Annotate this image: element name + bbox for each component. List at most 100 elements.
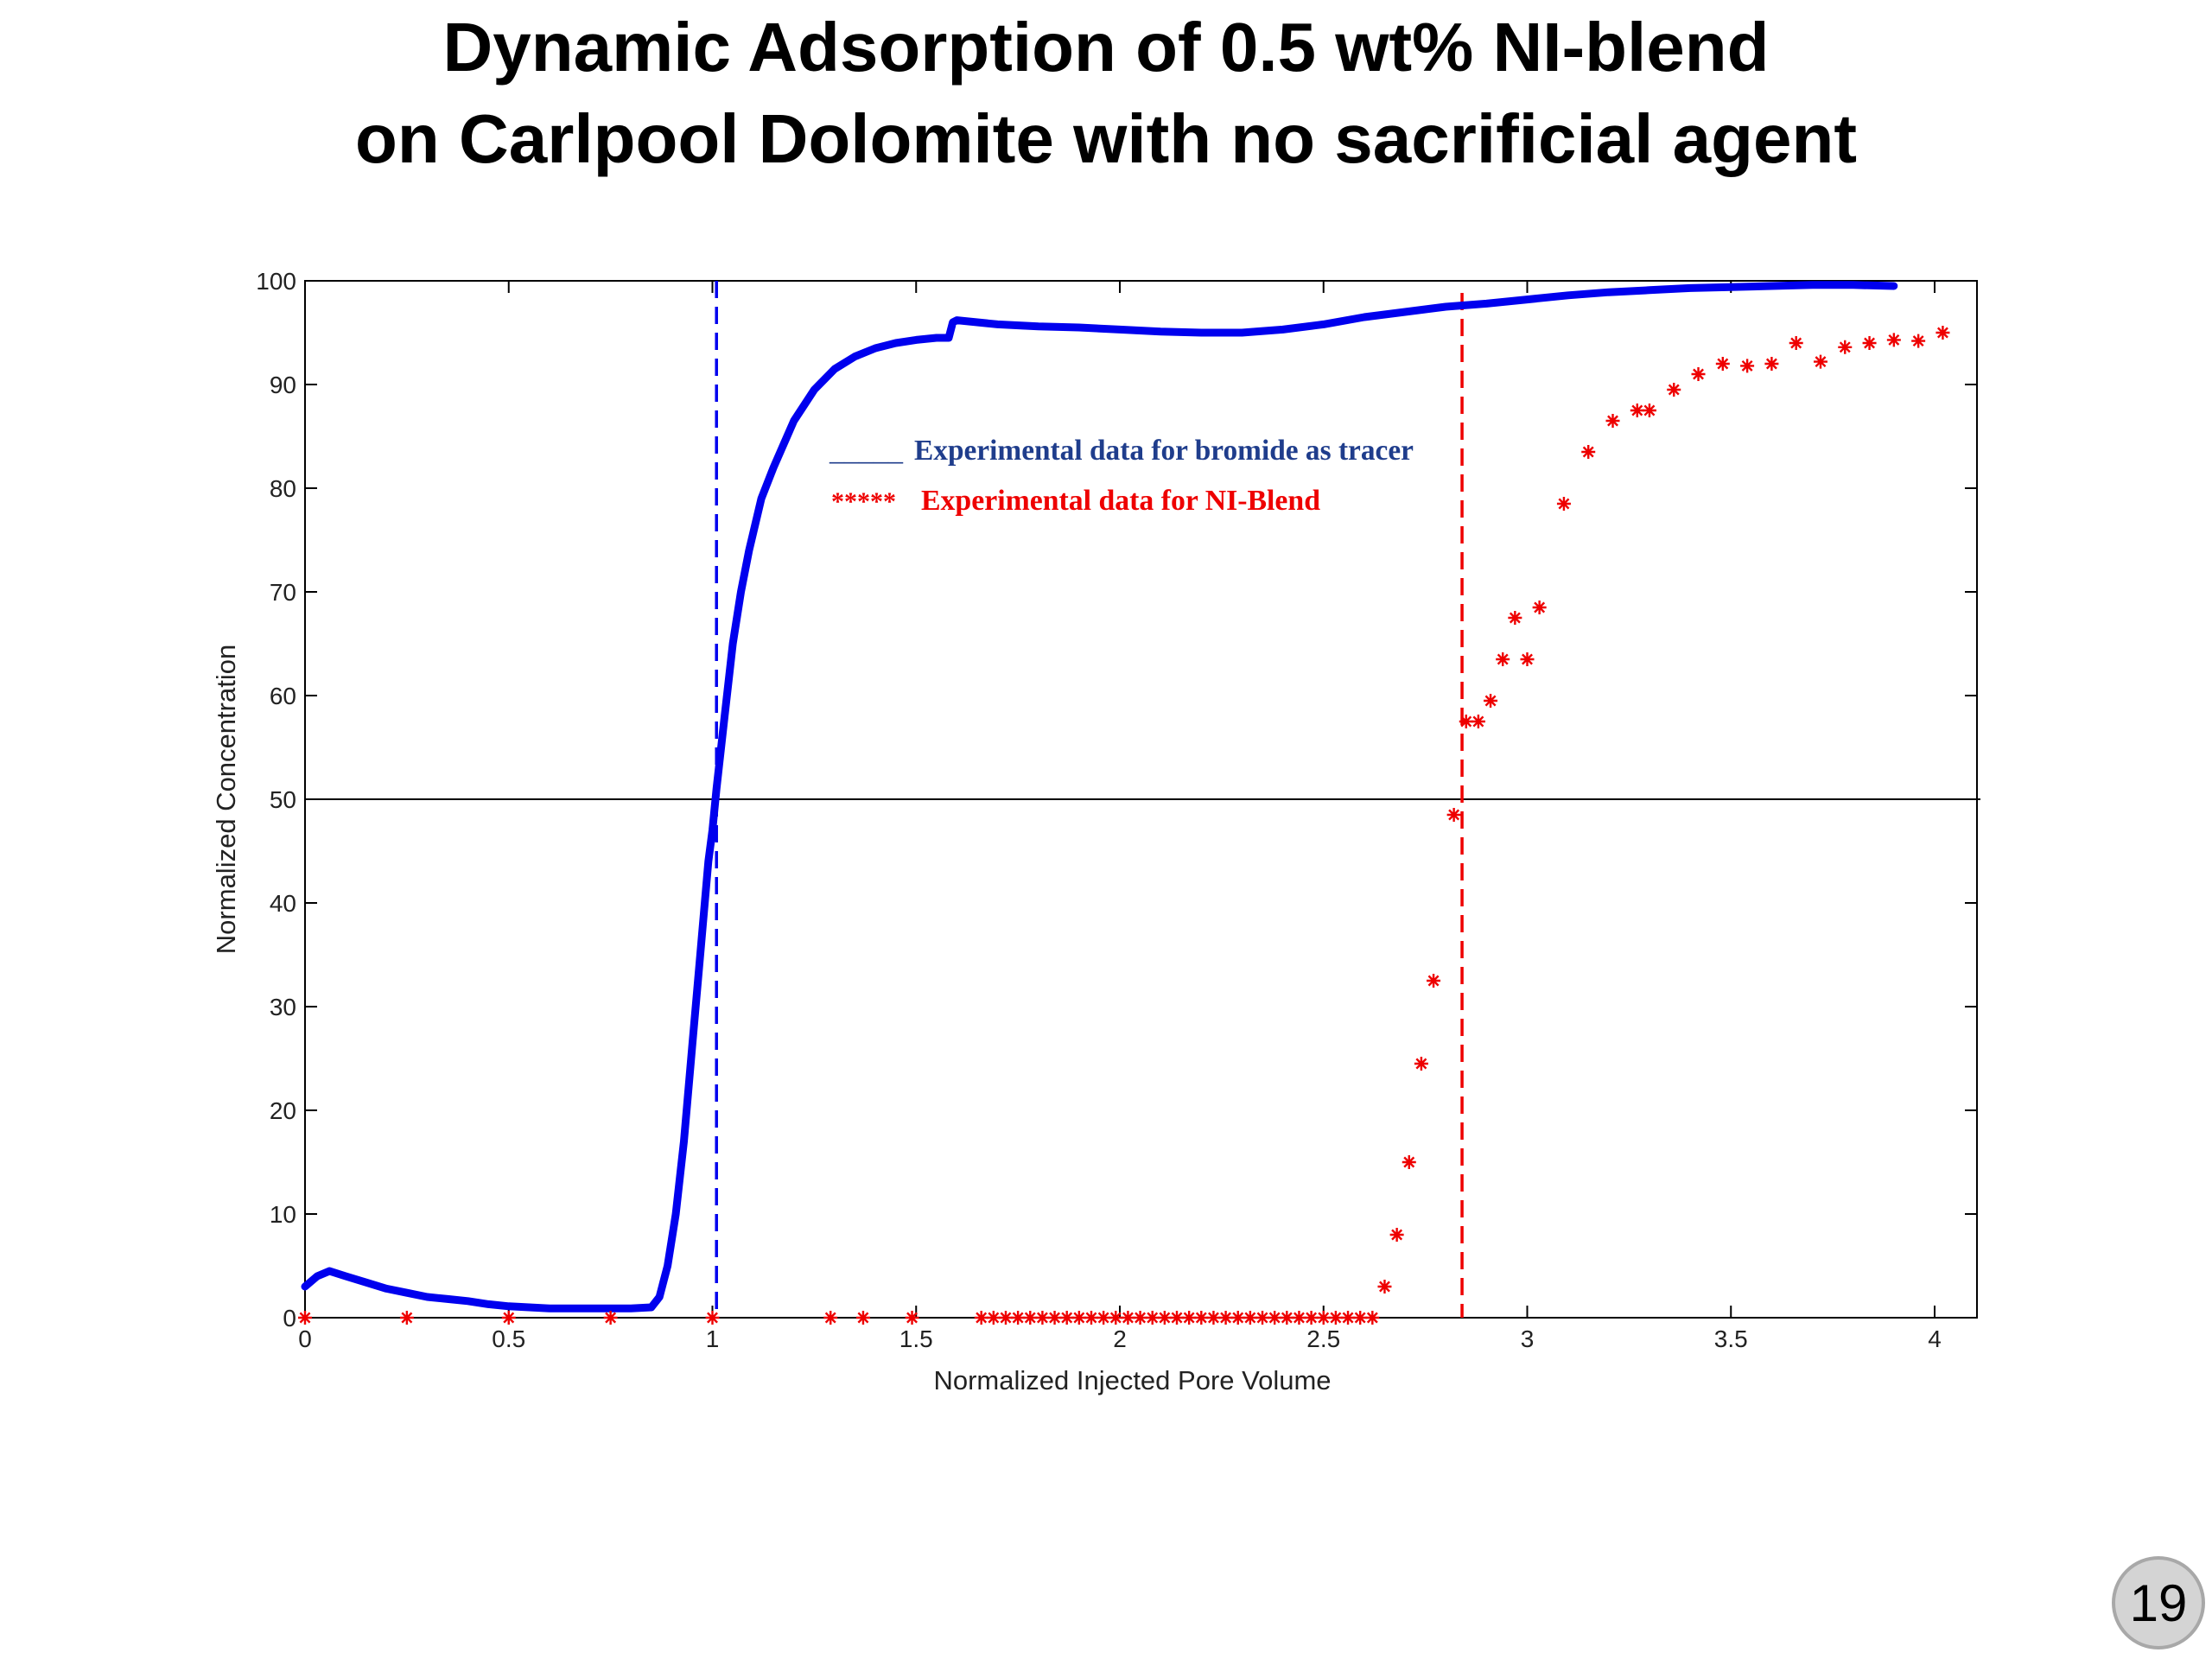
ni-blend-data-point — [1715, 357, 1730, 371]
bromide-data-point — [629, 1306, 632, 1310]
bromide-data-point — [760, 497, 763, 500]
ni-blend-data-point — [986, 1311, 1001, 1325]
ni-blend-data-point — [1071, 1311, 1086, 1325]
legend-bromide-text: Experimental data for bromide as tracer — [914, 435, 1414, 467]
y-tick-label: 100 — [256, 268, 296, 295]
ni-blend-data-point — [501, 1311, 516, 1325]
bromide-data-point — [344, 1274, 347, 1278]
bromide-data-point — [1240, 331, 1243, 334]
bromide-data-point — [1729, 285, 1732, 289]
bromide-data-point — [955, 319, 958, 322]
ni-blend-data-point — [1556, 497, 1571, 511]
bromide-data-point — [609, 1306, 613, 1310]
x-tick-label: 3.5 — [1714, 1325, 1748, 1352]
ni-blend-data-point — [823, 1311, 838, 1325]
ni-blend-data-point — [1292, 1311, 1306, 1325]
bromide-data-point — [951, 321, 955, 324]
ni-blend-data-point — [1414, 1057, 1428, 1071]
ni-blend-data-point — [974, 1311, 988, 1325]
ni-blend-data-point — [1243, 1311, 1257, 1325]
y-axis-label: Normalized Concentration — [211, 645, 241, 954]
x-tick-label: 1.5 — [899, 1325, 933, 1352]
ni-blend-data-point — [1838, 340, 1853, 354]
bromide-data-point — [1159, 330, 1162, 334]
y-tick-label: 60 — [270, 683, 296, 709]
bromide-data-point — [365, 1281, 368, 1284]
bromide-data-point — [690, 1046, 694, 1050]
x-tick-label: 2.5 — [1306, 1325, 1340, 1352]
bromide-data-point — [740, 590, 743, 594]
bromide-data-point — [1403, 310, 1407, 314]
bromide-data-point — [486, 1302, 490, 1306]
ni-blend-data-point — [1218, 1311, 1233, 1325]
bromide-data-point — [385, 1287, 388, 1290]
ni-blend-data-point — [1145, 1311, 1160, 1325]
bromide-data-point — [1444, 305, 1447, 308]
ni-blend-data-point — [1667, 383, 1681, 397]
bromide-data-point — [507, 1305, 511, 1308]
ni-blend-data-point — [1011, 1311, 1026, 1325]
ni-blend-data-point — [1182, 1311, 1197, 1325]
x-tick-label: 4 — [1928, 1325, 1942, 1352]
bromide-data-point — [894, 341, 898, 345]
ni-blend-data-point — [1084, 1311, 1098, 1325]
ni-blend-data-point — [1268, 1311, 1282, 1325]
ni-blend-data-point — [1121, 1311, 1135, 1325]
bromide-data-point — [772, 466, 775, 469]
ni-blend-data-point — [1023, 1311, 1038, 1325]
bromide-data-point — [1648, 289, 1651, 292]
bromide-data-point — [698, 953, 702, 957]
legend-ni-blend-text: Experimental data for NI-Blend — [921, 485, 1320, 517]
ni-blend-data-point — [1170, 1311, 1185, 1325]
bromide-data-point — [833, 367, 836, 371]
ni-blend-data-point — [1520, 652, 1535, 666]
bromide-data-point — [666, 1264, 670, 1268]
bromide-data-point — [1037, 325, 1040, 328]
bromide-data-point — [548, 1306, 551, 1310]
title-line-2: on Carlpool Dolomite with no sacrificial… — [355, 100, 1857, 177]
x-tick-label: 2 — [1113, 1325, 1127, 1352]
bromide-data-point — [1770, 284, 1773, 288]
ni-blend-data-point — [1446, 808, 1461, 822]
ni-blend-data-point — [1581, 445, 1596, 459]
bromide-data-point — [1322, 322, 1325, 326]
ni-blend-data-point — [998, 1311, 1013, 1325]
ni-blend-data-point — [1059, 1311, 1074, 1325]
ni-blend-data-point — [1911, 334, 1926, 348]
ni-blend-data-point — [1353, 1311, 1368, 1325]
bromide-data-point — [467, 1300, 470, 1303]
bromide-data-point — [568, 1306, 571, 1310]
legend-bromide-marker: _____ — [829, 435, 904, 467]
legend-ni-blend-marker: ***** — [831, 487, 896, 516]
bromide-data-point — [1607, 290, 1611, 294]
y-tick-label: 20 — [270, 1097, 296, 1124]
slide-number-badge: 19 — [2112, 1556, 2205, 1649]
bromide-data-point — [1892, 284, 1896, 288]
ni-blend-data-point — [1862, 336, 1877, 350]
bromide-data-point — [1363, 315, 1366, 319]
ni-blend-data-point — [1471, 715, 1485, 728]
bromide-data-point — [1688, 286, 1692, 289]
ni-blend-data-point — [1427, 974, 1441, 988]
ni-blend-data-point — [1642, 404, 1656, 417]
ni-blend-data-point — [1402, 1155, 1416, 1169]
ni-blend-data-point — [1328, 1311, 1343, 1325]
x-tick-label: 0.5 — [492, 1325, 525, 1352]
ni-blend-data-point — [1206, 1311, 1221, 1325]
ni-blend-data-point — [1157, 1311, 1172, 1325]
slide-title: Dynamic Adsorption of 0.5 wt% NI-blend o… — [0, 0, 2212, 185]
y-tick-label: 30 — [270, 994, 296, 1020]
bromide-data-point — [303, 1285, 307, 1288]
y-tick-label: 0 — [283, 1305, 296, 1332]
ni-blend-data-point — [1605, 414, 1620, 428]
bromide-data-point — [854, 355, 857, 359]
ni-blend-data-point — [1484, 694, 1498, 708]
ni-blend-data-point — [1280, 1311, 1294, 1325]
y-tick-label: 80 — [270, 475, 296, 502]
bromide-data-point — [731, 642, 734, 645]
ni-blend-data-point — [905, 1311, 919, 1325]
ni-blend-data-point — [1316, 1311, 1331, 1325]
ni-blend-data-point — [1047, 1311, 1062, 1325]
ni-blend-data-point — [1459, 715, 1473, 728]
